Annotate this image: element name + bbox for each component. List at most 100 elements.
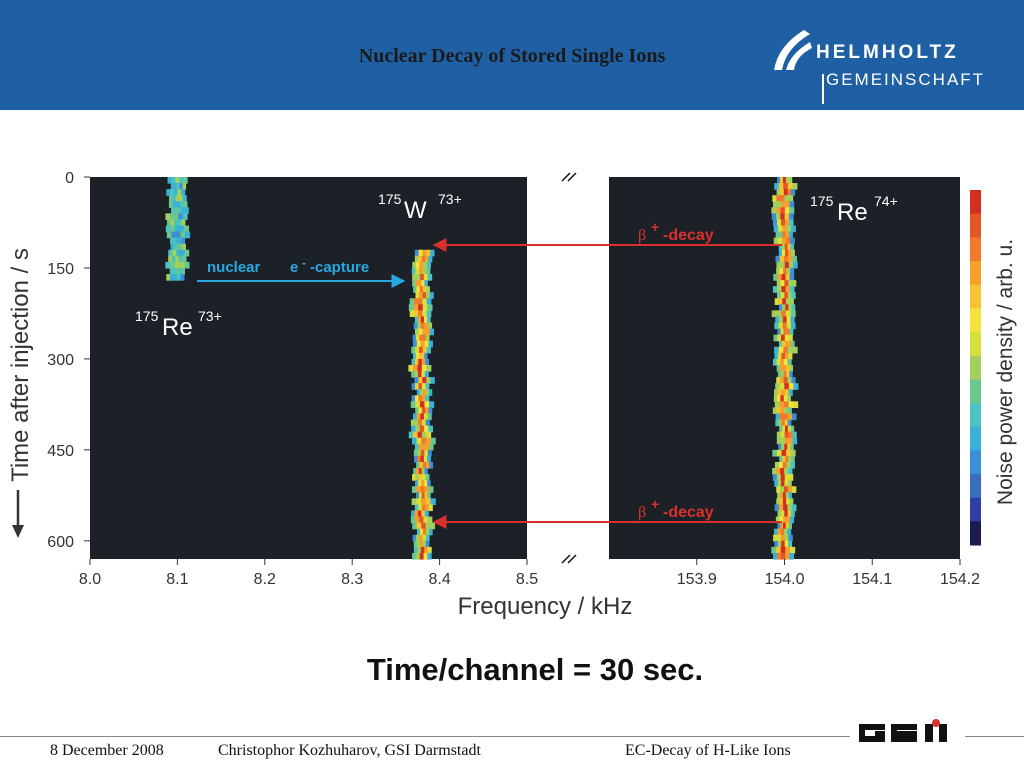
heatmap-cell [413, 298, 419, 305]
heatmap-cell [412, 534, 417, 542]
heatmap-cell [430, 249, 435, 257]
heatmap-cell [179, 243, 183, 251]
heatmap-cell [411, 395, 416, 402]
heatmap-cell [777, 286, 782, 293]
heatmap-cell [423, 261, 428, 269]
heatmap-cell [165, 225, 171, 233]
heatmap-cell [170, 237, 174, 245]
y-tick-label: 600 [47, 534, 74, 551]
x-tick-label: 8.4 [428, 571, 450, 588]
heatmap-cell [788, 195, 794, 202]
heatmap-cell [416, 461, 420, 469]
heatmap-cell [780, 528, 785, 536]
heatmap-cell [775, 516, 780, 524]
trace-175Re74+ [771, 177, 799, 560]
heatmap-cell [170, 183, 175, 190]
heatmap-cell [785, 231, 790, 239]
footer-divider-right [965, 736, 1024, 737]
heatmap-cell [415, 383, 420, 390]
heatmap-cell [775, 419, 779, 427]
heatmap-cell [430, 522, 436, 530]
heatmap-cell [783, 358, 788, 366]
trace-175Re73+ [165, 177, 191, 281]
heatmap-cell [776, 474, 782, 481]
colorbar-swatch [970, 308, 981, 333]
beta-decay-label-upper: β + -decay [638, 219, 714, 244]
heatmap-cell [418, 346, 424, 354]
heatmap-cell [778, 461, 784, 469]
heatmap-cell [776, 358, 781, 366]
heatmap-cell [418, 298, 423, 305]
heatmap-cell [777, 177, 781, 184]
heatmap-cell [780, 474, 786, 481]
heatmap-cell [786, 322, 792, 330]
colorbar-swatch [970, 190, 981, 215]
heatmap-cell [788, 249, 792, 257]
heatmap-cell [790, 316, 795, 324]
heatmap-cell [417, 316, 422, 324]
heatmap-cell [421, 358, 426, 366]
heatmap-cell [777, 522, 781, 530]
heatmap-cell [182, 183, 187, 190]
heatmap-cell [777, 274, 782, 281]
heatmap-cell [411, 371, 416, 378]
heatmap-cell [783, 401, 790, 409]
heatmap-cell [424, 352, 428, 360]
heatmap-cell [173, 237, 177, 245]
heatmap-cell [416, 492, 420, 499]
heatmap-cell [773, 225, 779, 233]
heatmap-cell [427, 304, 433, 311]
heatmap-cell [412, 474, 416, 481]
heatmap-cell [775, 255, 781, 263]
heatmap-cell [175, 195, 180, 202]
heatmap-cell [787, 528, 792, 536]
heatmap-cell [776, 213, 781, 221]
heatmap-cell [420, 340, 426, 348]
heatmap-cell [425, 474, 430, 481]
heatmap-cell [169, 189, 175, 196]
heatmap-cell [428, 425, 433, 433]
heatmap-cell [174, 261, 181, 269]
heatmap-cell [427, 413, 432, 421]
heatmap-cell [175, 237, 180, 245]
heatmap-cell [781, 310, 787, 318]
heatmap-cell [779, 383, 785, 390]
heatmap-cell [778, 419, 783, 427]
heatmap-cell [790, 461, 795, 469]
heatmap-cell [411, 510, 415, 518]
x-tick-label: 154.1 [852, 571, 892, 588]
heatmap-cell [784, 480, 789, 487]
heatmap-cell [414, 443, 420, 451]
heatmap-cell [778, 249, 783, 257]
heatmap-cell [775, 546, 782, 554]
heatmap-cell [420, 322, 425, 330]
colorbar-swatch [970, 261, 981, 286]
heatmap-cell [785, 310, 792, 318]
heatmap-cell [176, 201, 181, 208]
heatmap-cell [778, 304, 783, 311]
heatmap-cell [178, 255, 183, 263]
heatmap-cell [781, 389, 786, 396]
heatmap-cell [418, 328, 423, 336]
heatmap-cell [792, 346, 798, 354]
heatmap-cell [416, 340, 422, 348]
heatmap-cell [784, 389, 790, 396]
heatmap-cell [787, 407, 792, 415]
heatmap-cell [424, 280, 428, 287]
heatmap-cell [426, 261, 431, 269]
heatmap-cell [425, 534, 430, 542]
ec-capture-label: nuclear e - -capture [207, 254, 369, 276]
heatmap-cell [416, 486, 421, 493]
heatmap-cell [776, 449, 782, 457]
heatmap-cell [411, 498, 417, 506]
heatmap-cell [780, 492, 784, 499]
heatmap-cell [790, 546, 796, 554]
heatmap-cell [417, 449, 422, 457]
heatmap-cell [409, 310, 415, 318]
heatmap-cell [774, 346, 780, 354]
heatmap-cell [777, 292, 782, 299]
heatmap-cell [789, 364, 794, 372]
heatmap-cell [783, 377, 789, 384]
heatmap-cell [778, 443, 782, 451]
x-tick-label: 8.0 [79, 571, 101, 588]
